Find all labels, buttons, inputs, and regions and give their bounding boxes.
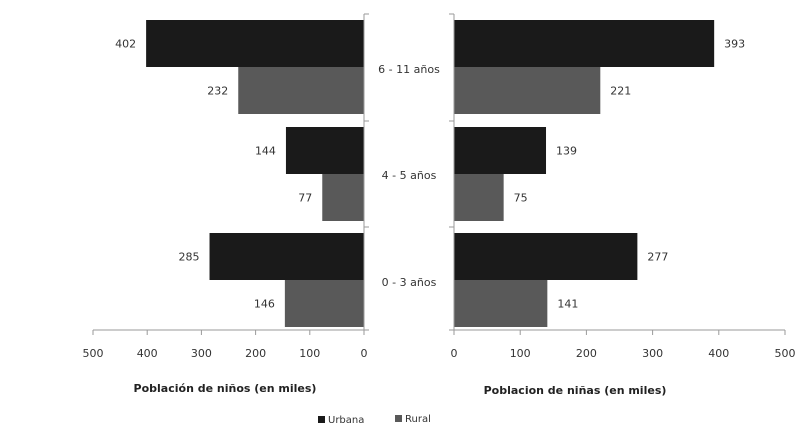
left-x-tick-label-0: 500 (83, 347, 104, 360)
right-value-label-rural-2: 141 (557, 298, 578, 311)
left-value-label-urbana-0: 402 (115, 38, 136, 51)
legend-swatch-urbana (318, 416, 325, 423)
right-value-label-rural-1: 75 (514, 192, 528, 205)
left-value-label-rural-1: 77 (298, 192, 312, 205)
left-bar-urbana-1 (285, 127, 364, 174)
right-x-tick-label-0: 0 (451, 347, 458, 360)
right-bar-rural-0 (454, 67, 601, 114)
left-bar-rural-0 (238, 67, 364, 114)
category-label-0: 6 - 11 años (378, 63, 440, 76)
right-bar-urbana-2 (454, 233, 638, 280)
legend-label-rural: Rural (405, 414, 431, 425)
left-x-tick-label-1: 400 (137, 347, 158, 360)
legend-swatch-rural (395, 415, 402, 422)
legend-label-urbana: Urbana (328, 415, 364, 426)
right-value-label-urbana-2: 277 (647, 251, 668, 264)
category-label-1: 4 - 5 años (382, 169, 437, 182)
right-x-tick-label-4: 400 (708, 347, 729, 360)
right-x-axis-title: Poblacion de niñas (en miles) (484, 384, 667, 397)
left-bar-urbana-0 (146, 20, 364, 67)
category-label-2: 0 - 3 años (382, 276, 437, 289)
left-bar-rural-1 (322, 174, 364, 221)
right-bar-rural-2 (454, 280, 548, 327)
left-value-label-urbana-2: 285 (179, 251, 200, 264)
category-labels: 6 - 11 años 4 - 5 años 0 - 3 años (378, 63, 440, 289)
right-bar-urbana-0 (454, 20, 715, 67)
right-x-tick-label-2: 200 (576, 347, 597, 360)
right-value-label-urbana-1: 139 (556, 145, 577, 158)
left-bar-urbana-2 (209, 233, 364, 280)
left-x-axis-title: Población de niños (en miles) (134, 382, 317, 395)
right-bar-rural-1 (454, 174, 504, 221)
right-chart-ninas: 393 221 139 75 277 141 0 100 200 300 400 500 (449, 13, 796, 360)
legend: Urbana Rural (318, 414, 431, 426)
right-bar-urbana-1 (454, 127, 547, 174)
left-x-tick-label-3: 200 (245, 347, 266, 360)
right-x-tick-label-5: 500 (775, 347, 796, 360)
left-x-tick-label-4: 100 (299, 347, 320, 360)
right-x-tick-label-3: 300 (642, 347, 663, 360)
left-chart-ninos: 402 232 144 77 285 146 500 400 300 200 100 0 (83, 13, 369, 360)
left-bar-rural-2 (284, 280, 364, 327)
right-value-label-urbana-0: 393 (724, 38, 745, 51)
right-x-tick-label-1: 100 (510, 347, 531, 360)
left-value-label-rural-0: 232 (207, 85, 228, 98)
left-value-label-rural-2: 146 (254, 298, 275, 311)
right-value-label-rural-0: 221 (610, 85, 631, 98)
left-value-label-urbana-1: 144 (255, 145, 276, 158)
left-x-tick-label-5: 0 (361, 347, 368, 360)
left-x-tick-label-2: 300 (191, 347, 212, 360)
